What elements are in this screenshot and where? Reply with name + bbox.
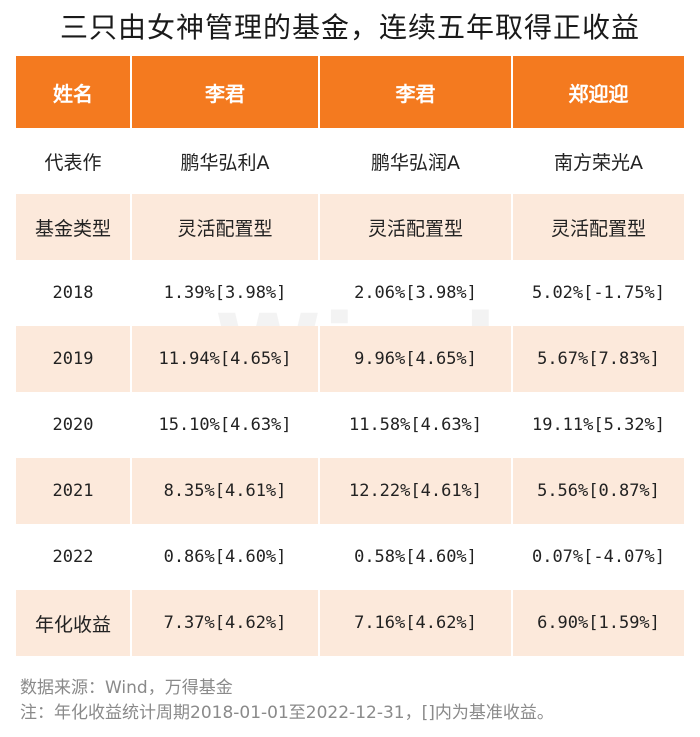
table-cell: 5.56%[0.87%] [511, 458, 684, 524]
table-cell: 鹏华弘利A [130, 128, 319, 194]
header-manager-3: 郑迎迎 [511, 56, 684, 128]
table-cell: 15.10%[4.63%] [130, 392, 319, 458]
table-cell: 12.22%[4.61%] [318, 458, 512, 524]
table-cell: 11.58%[4.63%] [318, 392, 512, 458]
table-cell: 11.94%[4.65%] [130, 326, 319, 392]
table-cell: 9.96%[4.65%] [318, 326, 512, 392]
table-cell: 5.02%[-1.75%] [511, 260, 684, 326]
table-cell: 8.35%[4.61%] [130, 458, 319, 524]
table-cell: 7.16%[4.62%] [318, 590, 512, 656]
row-label: 2018 [52, 283, 94, 303]
table-cell: 2.06%[3.98%] [318, 260, 512, 326]
row-label: 2019 [16, 326, 131, 392]
table-cell: 0.07%[-4.07%] [511, 524, 684, 590]
table-row: 2020 15.10%[4.63%] 11.58%[4.63%] 19.11%[… [16, 392, 684, 458]
row-label: 2021 [16, 458, 131, 524]
table-row: 年化收益 7.37%[4.62%] 7.16%[4.62%] 6.90%[1.5… [16, 590, 684, 656]
header-row: 姓名 李君 李君 郑迎迎 [16, 56, 684, 128]
table-cell: 5.67%[7.83%] [511, 326, 684, 392]
row-label: 代表作 [44, 151, 102, 174]
row-label: 年化收益 [16, 590, 131, 656]
table-row: 2019 11.94%[4.65%] 9.96%[4.65%] 5.67%[7.… [16, 326, 684, 392]
row-label: 基金类型 [16, 194, 131, 260]
row-label: 2022 [52, 547, 94, 567]
footnotes: 数据来源：Wind，万得基金 注：年化收益统计周期2018-01-01至2022… [20, 676, 690, 726]
table-cell: 19.11%[5.32%] [511, 392, 684, 458]
table-cell: 灵活配置型 [318, 194, 512, 260]
table-cell: 南方荣光A [511, 128, 684, 194]
table-cell: 7.37%[4.62%] [130, 590, 319, 656]
table-cell: 0.58%[4.60%] [318, 524, 512, 590]
header-name-label: 姓名 [16, 56, 131, 128]
table-cell: 6.90%[1.59%] [511, 590, 684, 656]
table-row: 基金类型 灵活配置型 灵活配置型 灵活配置型 [16, 194, 684, 260]
table-cell: 灵活配置型 [130, 194, 319, 260]
table-cell: 0.86%[4.60%] [130, 524, 319, 590]
table-row: 代表作 鹏华弘利A 鹏华弘润A 南方荣光A [16, 128, 684, 194]
table-cell: 鹏华弘润A [318, 128, 512, 194]
page-title: 三只由女神管理的基金，连续五年取得正收益 [59, 11, 640, 44]
row-label: 2020 [52, 415, 94, 435]
table-cell: 灵活配置型 [511, 194, 684, 260]
table-row: 2018 1.39%[3.98%] 2.06%[3.98%] 5.02%[-1.… [16, 260, 684, 326]
header-manager-1: 李君 [130, 56, 319, 128]
table-cell: 1.39%[3.98%] [130, 260, 319, 326]
data-source-note: 数据来源：Wind，万得基金 [20, 678, 233, 698]
header-manager-2: 李君 [318, 56, 512, 128]
table-row: 2021 8.35%[4.61%] 12.22%[4.61%] 5.56%[0.… [16, 458, 684, 524]
period-note: 注：年化收益统计周期2018-01-01至2022-12-31，[]内为基准收益… [20, 703, 554, 723]
table-row: 2022 0.86%[4.60%] 0.58%[4.60%] 0.07%[-4.… [16, 524, 684, 590]
fund-table: 姓名 李君 李君 郑迎迎 代表作 鹏华弘利A 鹏华弘润A 南方荣光A 基金类型 … [16, 56, 684, 656]
